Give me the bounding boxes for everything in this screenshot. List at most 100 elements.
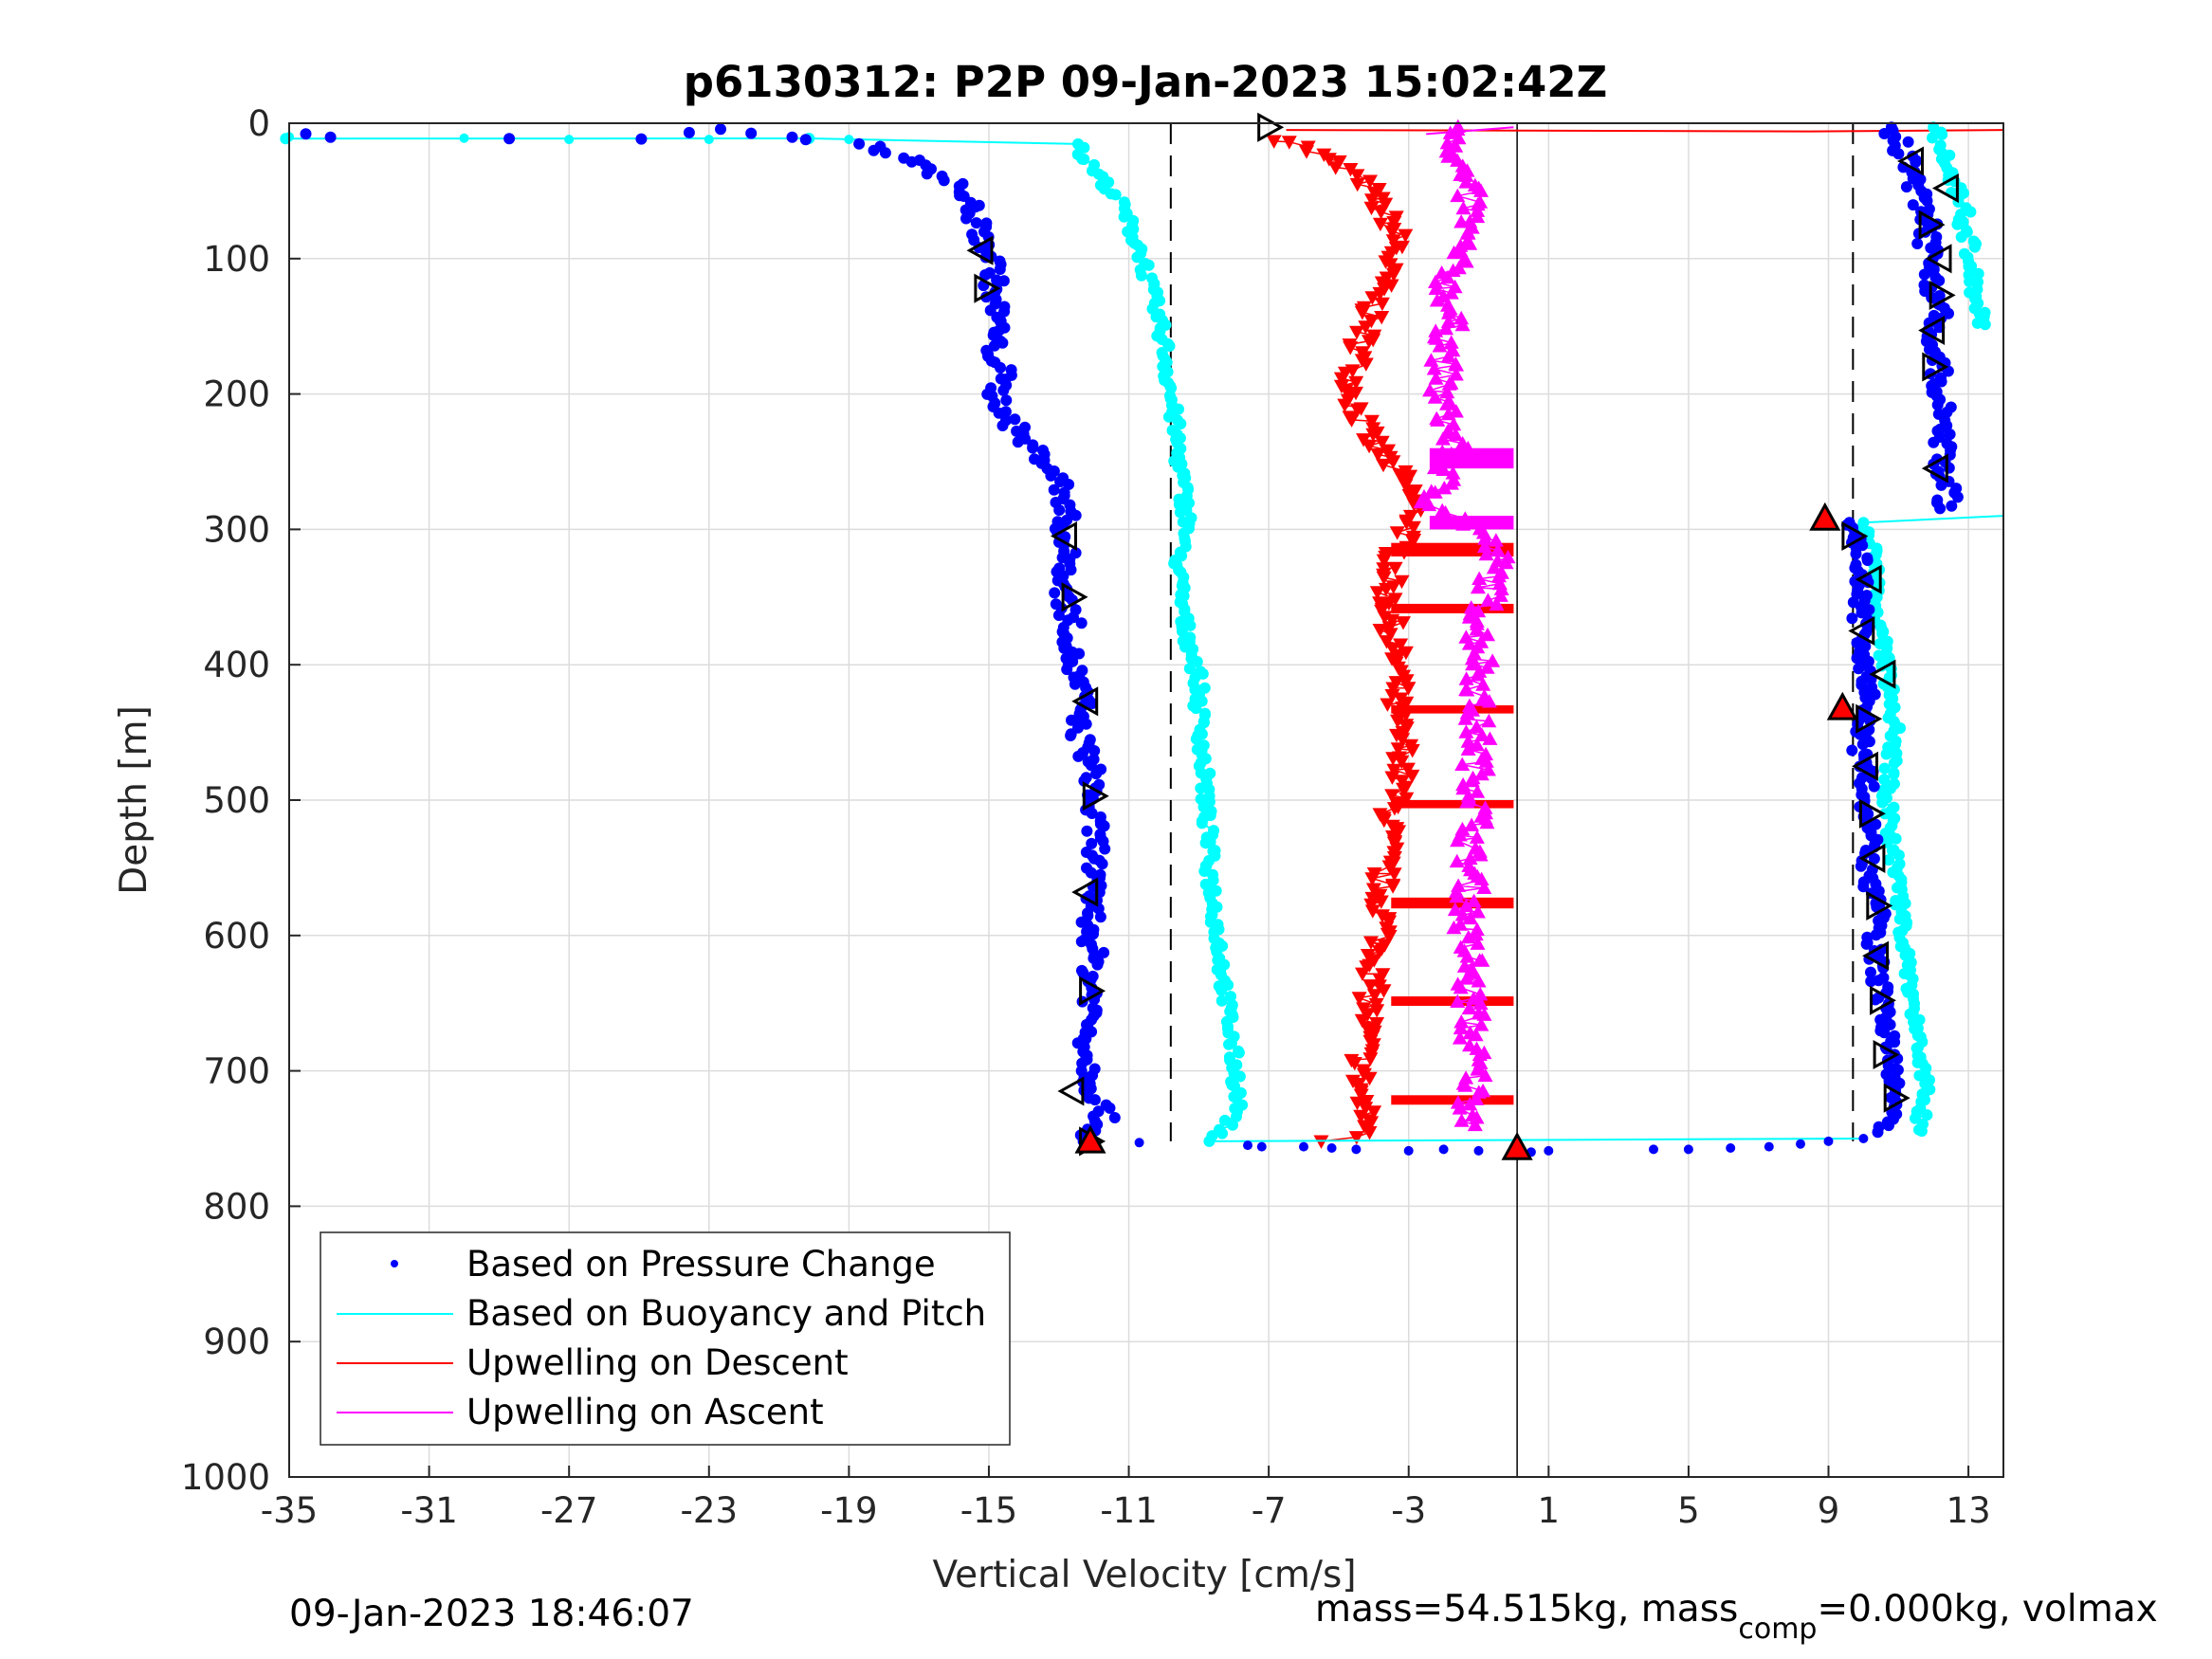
pressure-descent-point xyxy=(868,144,880,156)
ascent-upwelling-marker xyxy=(1481,694,1497,708)
pressure-upper-point xyxy=(1900,181,1912,193)
pressure-upper-point xyxy=(1902,136,1914,148)
ascent-upwelling-marker xyxy=(1435,431,1451,446)
descent-upwelling-marker xyxy=(1393,638,1409,652)
descent-upwelling-marker xyxy=(1327,161,1344,175)
ascent-upwelling-marker xyxy=(1473,1017,1490,1031)
pressure-descent-point xyxy=(1094,911,1106,923)
ascent-upwelling-marker xyxy=(1437,505,1453,520)
direction-marker-left xyxy=(1057,1076,1085,1106)
pressure-descent-point xyxy=(1052,610,1065,621)
descent-upwelling-marker xyxy=(1337,398,1353,412)
direction-marker-right xyxy=(1866,890,1893,921)
ascent-upwelling-marker xyxy=(1478,754,1494,768)
ascent-upwelling-marker xyxy=(1446,245,1462,260)
buoyancy-descent-point xyxy=(1190,733,1202,745)
ascent-upwelling-marker xyxy=(1476,880,1492,894)
pressure-descent-point xyxy=(1048,483,1060,496)
ascent-upwelling-marker xyxy=(1453,1020,1469,1035)
descent-upwelling-marker xyxy=(1364,193,1380,208)
descent-upwelling-marker xyxy=(1343,341,1359,356)
ascent-upwelling-marker xyxy=(1444,476,1459,490)
pressure-descent-point xyxy=(1088,1094,1101,1106)
buoyancy-descent-point xyxy=(1118,210,1130,223)
pressure-ascent-point xyxy=(1882,981,1894,994)
ascent-upwelling-marker xyxy=(1457,1078,1473,1092)
pressure-ascent-point xyxy=(1880,1068,1892,1081)
direction-marker-right xyxy=(1061,582,1088,612)
ascent-upwelling-marker xyxy=(1450,832,1466,848)
descent-upwelling-marker xyxy=(1370,448,1386,463)
ascent-upwelling-marker xyxy=(1469,720,1485,734)
pressure-descent-point xyxy=(1009,413,1021,426)
pressure-descent-point xyxy=(993,407,1005,419)
descent-upwelling-marker xyxy=(1358,357,1374,372)
buoyancy-upper-point xyxy=(1927,132,1938,144)
legend-label-pressure: Based on Pressure Change xyxy=(466,1244,936,1285)
buoyancy-ascent-point xyxy=(1878,762,1891,775)
ascent-upwelling-marker xyxy=(1445,465,1461,480)
pressure-bottom-point xyxy=(1796,1139,1805,1149)
pressure-upper-point xyxy=(1918,279,1930,291)
x-tick-label: 13 xyxy=(1947,1490,1991,1531)
ascent-upwelling-marker xyxy=(1476,538,1492,554)
pressure-descent-point xyxy=(1069,678,1081,690)
descent-upwelling-marker xyxy=(1369,1017,1385,1031)
pressure-upper-point xyxy=(1950,483,1963,495)
legend-box xyxy=(320,1231,1011,1446)
pressure-descent-point xyxy=(1086,808,1098,819)
ascent-upwelling-marker xyxy=(1479,660,1495,674)
pressure-bottom-point xyxy=(1649,1144,1658,1155)
ascent-upwelling-marker xyxy=(1491,568,1507,583)
pressure-descent-point xyxy=(1104,1102,1116,1114)
pressure-upper-point xyxy=(1930,231,1943,243)
pressure-descent-point xyxy=(1108,1112,1121,1123)
ascent-upwelling-marker xyxy=(1470,196,1486,211)
descent-upwelling-marker xyxy=(1281,136,1297,150)
descent-upwelling-marker xyxy=(1398,228,1414,243)
descent-upwelling-marker xyxy=(1404,769,1420,784)
ascent-upwelling-marker xyxy=(1470,936,1486,950)
descent-upwelling-marker xyxy=(1374,311,1390,325)
descent-upwelling-marker xyxy=(1396,782,1412,797)
direction-marker-right xyxy=(1873,1039,1900,1070)
ascent-upwelling-marker xyxy=(1441,305,1456,319)
descent-upwelling-marker xyxy=(1378,197,1394,211)
ascent-upwelling-marker xyxy=(1470,667,1486,682)
buoyancy-descent-point xyxy=(1216,994,1228,1007)
direction-marker-left xyxy=(1051,520,1077,552)
pressure-upper-point xyxy=(1931,494,1944,506)
ascent-upwelling-marker xyxy=(1473,183,1489,197)
direction-marker-left xyxy=(1925,244,1952,274)
pressure-upper-point xyxy=(1945,401,1957,413)
buoyancy-upper-point xyxy=(1961,225,1972,237)
pressure-descent-point xyxy=(1077,967,1089,979)
ascent-upwelling-marker xyxy=(1464,817,1480,831)
descent-upwelling-marker xyxy=(1383,279,1399,293)
ascent-upwelling-marker xyxy=(1459,794,1475,809)
axis-ticks: -35 -31 -27 -23 -19 -15 -11 -7 -3 1 5 9 130100200300… xyxy=(181,103,1991,1531)
descent-upwelling-marker xyxy=(1372,945,1387,959)
ascent-upwelling-marker xyxy=(1439,396,1454,410)
descent-upwelling-marker xyxy=(1387,561,1403,576)
descent-upwelling-marker xyxy=(1333,372,1349,386)
ascent-upwelling-marker xyxy=(1458,724,1474,738)
descent-upwelling-marker xyxy=(1363,1116,1380,1130)
pressure-upper-point xyxy=(1907,199,1919,211)
event-marker xyxy=(1074,1124,1106,1154)
pressure-upper-point xyxy=(1911,238,1924,249)
ascent-upwelling-marker xyxy=(1470,209,1486,224)
descent-upwelling-marker xyxy=(1384,789,1400,803)
footer-mass-subscript: comp xyxy=(1738,1613,1817,1646)
pressure-descent-point xyxy=(1098,820,1110,832)
ascent-upwelling-marker xyxy=(1461,610,1477,624)
descent-upwelling-marker xyxy=(1358,1102,1374,1116)
ascent-upwelling-marker xyxy=(1489,596,1505,611)
direction-marker-left xyxy=(1855,564,1882,594)
buoyancy-descent-point xyxy=(1175,418,1187,429)
ascent-upwelling-marker xyxy=(1462,910,1478,925)
ascent-upwelling-marker xyxy=(1457,711,1473,725)
x-tick-label: -11 xyxy=(1100,1490,1157,1531)
descent-upwelling-marker xyxy=(1362,1071,1378,1086)
pressure-ascent-point xyxy=(1856,772,1868,784)
